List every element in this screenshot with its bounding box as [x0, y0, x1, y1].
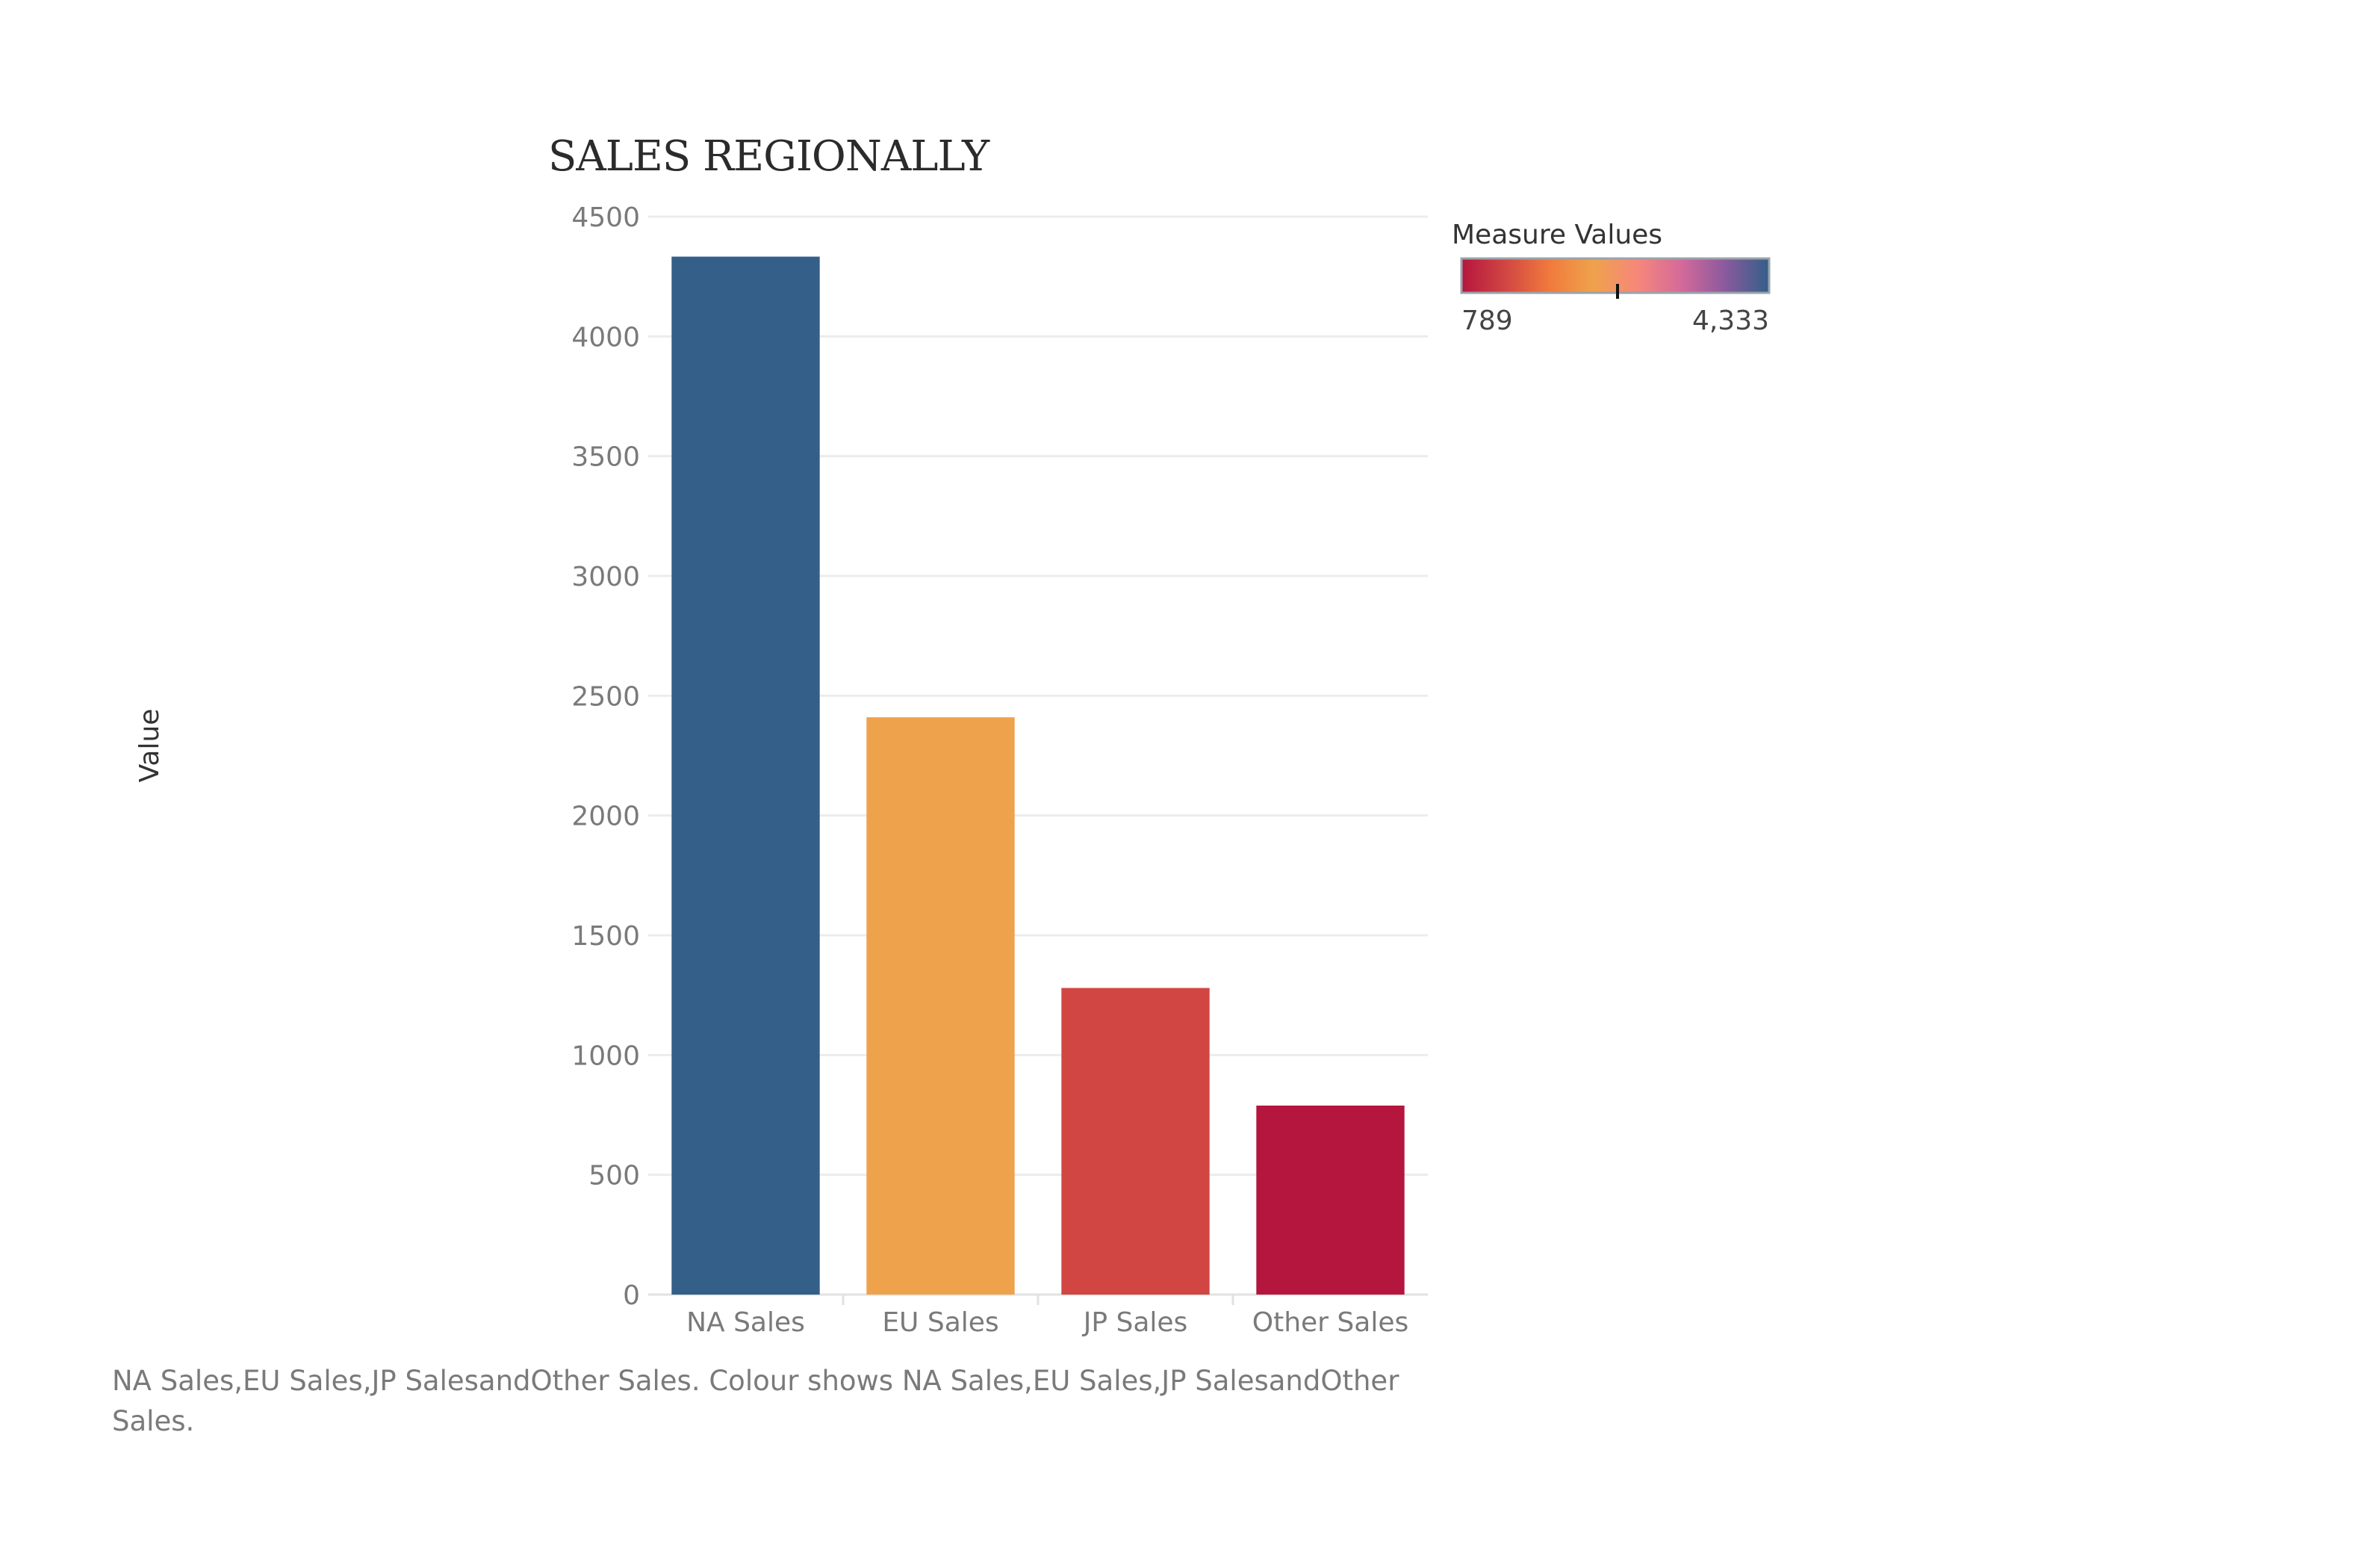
caption-line-1: NA Sales,EU Sales,JP SalesandOther Sales…: [112, 1365, 1399, 1397]
x-tick-label: NA Sales: [686, 1307, 805, 1338]
y-axis-title: Value: [134, 709, 165, 783]
y-tick-label: 4500: [571, 202, 640, 233]
bar-eu-sales: [866, 717, 1015, 1295]
x-tick-label: JP Sales: [1082, 1307, 1188, 1338]
bar-na-sales: [671, 256, 820, 1295]
bar-other-sales: [1256, 1105, 1405, 1295]
y-axis-ticks: 0 500 1000 1500 2000 2500 3000 3500 4000 4500: [571, 202, 640, 1311]
bar-jp-sales: [1061, 988, 1210, 1295]
legend-gradient-bar: [1460, 257, 1771, 294]
y-tick-label: 2000: [571, 802, 640, 832]
y-tick-label: 4000: [571, 322, 640, 353]
y-tick-label: 1000: [571, 1041, 640, 1071]
y-tick-label: 2500: [571, 681, 640, 712]
legend-min-label: 789: [1461, 306, 1513, 336]
legend-max-label: 4,333: [1692, 306, 1769, 336]
x-axis-ticks: NA Sales EU Sales JP Sales Other Sales: [686, 1295, 1408, 1338]
bars: [671, 256, 1405, 1295]
y-tick-label: 0: [623, 1280, 640, 1311]
chart-title: SALES REGIONALLY: [548, 132, 990, 181]
y-tick-label: 3500: [571, 442, 640, 473]
x-tick-label: EU Sales: [882, 1307, 998, 1338]
color-legend: Measure Values 789 4,333: [1452, 220, 1771, 336]
x-tick-label: Other Sales: [1252, 1307, 1408, 1338]
caption-line-2: Sales.: [112, 1405, 194, 1437]
y-tick-label: 1500: [571, 921, 640, 952]
y-tick-label: 3000: [571, 562, 640, 592]
y-tick-label: 500: [588, 1161, 640, 1191]
legend-title: Measure Values: [1452, 220, 1662, 250]
